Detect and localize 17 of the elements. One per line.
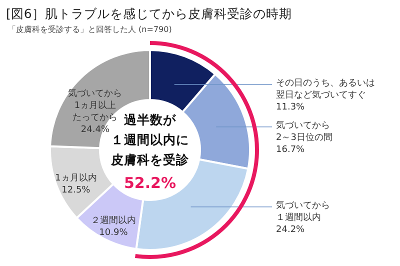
text: 52.2% [124, 174, 176, 192]
data-label: 24.2% [276, 224, 306, 235]
text: 皮膚科を受診 [110, 152, 190, 167]
slice-label: 1ヵ月以内 [55, 172, 97, 184]
text: １週間以内に [111, 132, 189, 147]
chart-title: [図6］肌トラブルを感じてから皮膚科受診の時期 [6, 6, 292, 21]
slice-label: 気づいてから1ヵ月以上たってから [68, 88, 122, 124]
slice-label: 気づいてから１週間以内 [276, 200, 330, 223]
data-label: 10.9% [99, 228, 128, 238]
slice-label: 気づいてから2～3日位の間 [276, 120, 332, 143]
chart-subtitle: 「皮膚科を受診する」と回答した人 (n=790) [8, 25, 172, 34]
slice-label: ２週間以内 [90, 215, 136, 226]
data-label: 11.3% [276, 102, 306, 112]
slice-label: その日のうち、あるいは翌日など気づいてすぐ [276, 78, 375, 100]
data-label: 12.5% [62, 185, 91, 196]
text: 過半数が [124, 112, 177, 127]
data-label: 16.7% [276, 144, 306, 155]
